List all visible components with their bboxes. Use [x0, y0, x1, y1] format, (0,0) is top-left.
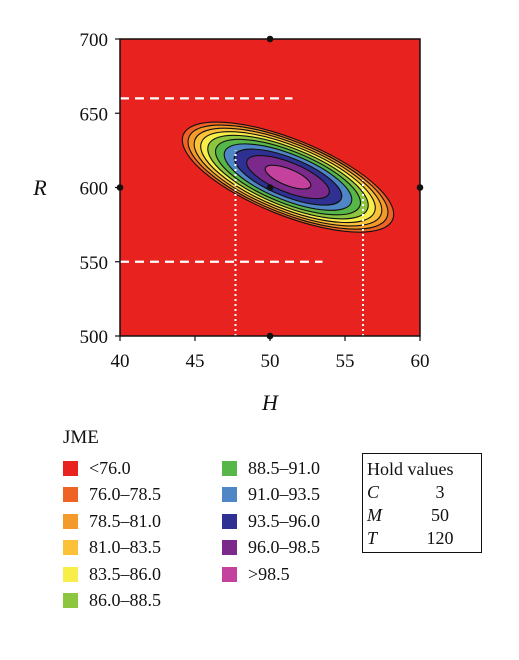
legend-item: 88.5–91.0 [222, 455, 320, 482]
design-points [116, 35, 424, 340]
legend-title: JME [63, 427, 99, 448]
reference-lines [120, 97, 364, 336]
legend-label: 76.0–78.5 [89, 484, 161, 505]
design-point [116, 184, 124, 191]
legend-item: 86.0–88.5 [63, 588, 161, 615]
x-tick-label: 50 [261, 351, 280, 372]
legend-swatch [63, 540, 78, 556]
hold-row: M 50 [367, 504, 477, 527]
legend-item: 81.0–83.5 [63, 535, 161, 562]
design-point [416, 184, 424, 191]
legend-label: 83.5–86.0 [89, 563, 161, 584]
legend-swatch [222, 540, 237, 556]
legend-column-left: <76.0 76.0–78.5 78.5–81.0 81.0–83.5 83.5–86.… [63, 455, 161, 614]
design-point [266, 184, 274, 191]
legend-item: <76.0 [63, 455, 161, 482]
legend-swatch [63, 460, 78, 476]
legend-label: 81.0–83.5 [89, 537, 161, 558]
legend-item: 78.5–81.0 [63, 508, 161, 535]
x-tick-label: 55 [336, 351, 355, 372]
design-point [266, 35, 274, 43]
legend-label: 86.0–88.5 [89, 590, 161, 611]
legend-label: 96.0–98.5 [248, 537, 320, 558]
legend-column-right: 88.5–91.0 91.0–93.5 93.5–96.0 96.0–98.5 >98.… [222, 455, 320, 588]
x-tick-label: 45 [186, 351, 205, 372]
y-tick-label: 700 [80, 30, 109, 51]
legend-item: 83.5–86.0 [63, 561, 161, 588]
hold-value: 3 [435, 482, 445, 502]
legend-swatch [222, 513, 237, 529]
legend-swatch [63, 513, 78, 529]
y-tick-label: 600 [80, 179, 109, 200]
y-tick-label: 500 [80, 327, 109, 348]
legend-swatch [63, 593, 78, 609]
hold-value: 50 [431, 505, 449, 525]
legend-label: 78.5–81.0 [89, 510, 161, 531]
y-axis: 500 550 600 650 700 [80, 30, 120, 348]
hold-name: T [367, 528, 378, 548]
legend-item: 93.5–96.0 [222, 508, 320, 535]
hold-row: C 3 [367, 481, 477, 504]
legend-swatch [63, 566, 78, 582]
y-tick-label: 650 [80, 104, 109, 125]
legend-item: >98.5 [222, 561, 320, 588]
contour-band [264, 164, 312, 190]
hold-name: C [367, 482, 380, 502]
hold-value: 120 [426, 528, 454, 548]
legend-label: 91.0–93.5 [248, 484, 320, 505]
legend-swatch [222, 460, 237, 476]
legend-swatch [222, 487, 237, 503]
legend-item: 96.0–98.5 [222, 535, 320, 562]
y-tick-label: 550 [80, 253, 109, 274]
legend-item: 91.0–93.5 [222, 482, 320, 509]
legend-label: 93.5–96.0 [248, 510, 320, 531]
legend-swatch [63, 487, 78, 503]
legend-label: >98.5 [248, 563, 290, 584]
legend-label: 88.5–91.0 [248, 457, 320, 478]
x-tick-label: 40 [111, 351, 130, 372]
hold-values-title: Hold values [367, 459, 454, 479]
design-point [266, 332, 274, 340]
hold-values-box: Hold values C 3 M 50 T 120 [362, 453, 482, 553]
hold-row: T 120 [367, 527, 477, 550]
y-axis-title: R [32, 175, 47, 200]
legend-item: 76.0–78.5 [63, 482, 161, 509]
x-axis: 40 45 50 55 60 [111, 336, 430, 372]
legend-label: <76.0 [89, 457, 131, 478]
contour-regions [120, 39, 420, 336]
x-axis-title: H [261, 390, 279, 415]
hold-name: M [367, 505, 382, 525]
contour-plot: 40 45 50 55 60 500 550 600 650 700 H R [32, 30, 430, 415]
x-tick-label: 60 [411, 351, 430, 372]
legend-swatch [222, 566, 237, 582]
